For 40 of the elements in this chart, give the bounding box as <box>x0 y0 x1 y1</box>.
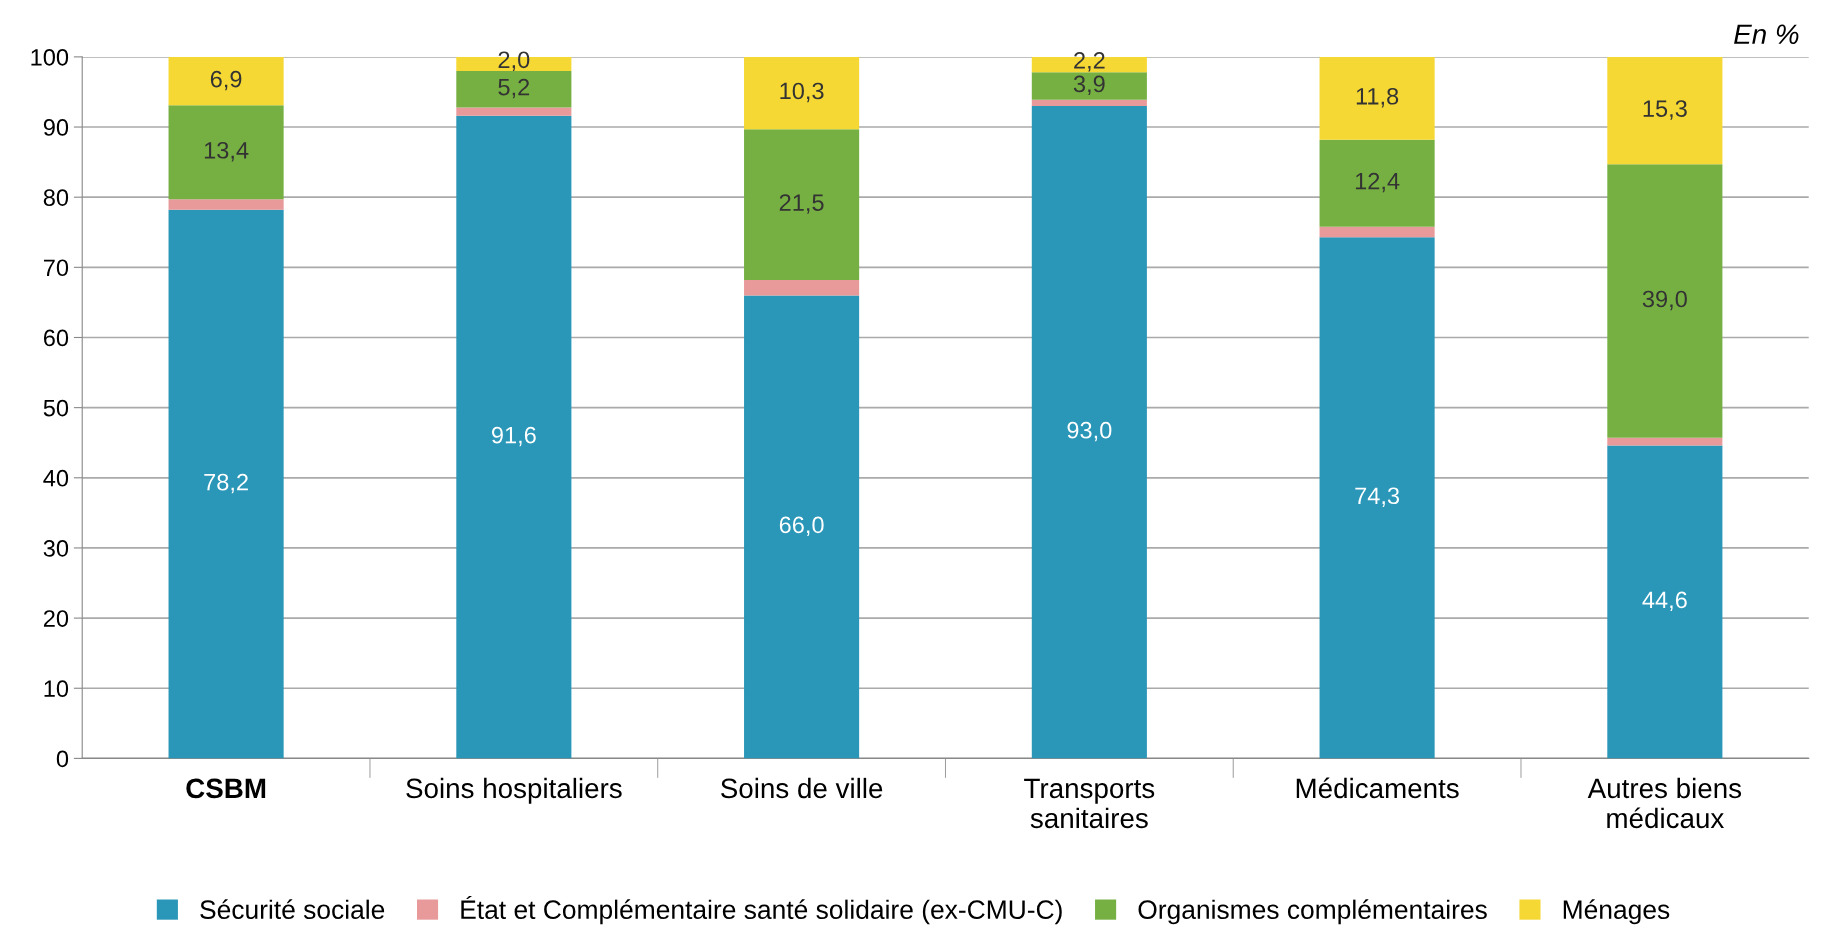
legend-label: Sécurité sociale <box>200 899 385 920</box>
y-tick-label: 80 <box>43 189 69 206</box>
data-label: 5,2 <box>498 78 530 99</box>
data-label: 78,2 <box>204 473 248 494</box>
y-tick-label: 20 <box>43 610 69 627</box>
y-tick-label: 60 <box>43 329 69 347</box>
data-label: 39,0 <box>1642 290 1687 311</box>
data-label: 2,0 <box>498 51 530 71</box>
y-tick-label: 0 <box>56 750 69 768</box>
x-tick-label: Soins de ville <box>721 777 883 799</box>
data-label: 3,9 <box>1073 75 1105 96</box>
y-tick-label: 50 <box>43 399 69 417</box>
data-label: 91,6 <box>491 426 536 447</box>
data-label: 12,4 <box>1355 172 1400 193</box>
data-label: 93,0 <box>1067 421 1112 442</box>
data-label: 13,4 <box>204 141 249 162</box>
x-tick-label: Soins hospitaliers <box>406 777 622 804</box>
y-tick-label: 90 <box>43 119 69 136</box>
legend-label: Organismes complémentaires <box>1138 899 1487 925</box>
x-tick-label: Médicaments <box>1296 777 1459 799</box>
data-label: 44,6 <box>1642 591 1687 612</box>
data-label: 21,5 <box>779 194 824 214</box>
data-label: 66,0 <box>779 516 824 537</box>
y-tick-label: 40 <box>43 469 69 487</box>
text: En % <box>1734 24 1799 44</box>
x-tick-label: CSBM <box>186 778 266 799</box>
y-tick-label: 30 <box>43 540 69 557</box>
y-tick-label: 100 <box>31 48 69 66</box>
legend-label: État et Complémentaire santé solidaire (ex-CMU-C) <box>461 895 1062 925</box>
data-label: 11,8 <box>1356 87 1399 108</box>
data-label: 74,3 <box>1355 487 1400 507</box>
x-tick-label: Autres biens médicaux <box>1587 777 1742 829</box>
y-tick-label: 70 <box>43 259 69 277</box>
y-tick-label: 10 <box>44 680 69 698</box>
legend-label: Ménages <box>1563 899 1670 925</box>
data-label: 10,3 <box>780 82 824 103</box>
data-label: 15,3 <box>1643 100 1687 120</box>
data-label: 2,2 <box>1074 52 1105 72</box>
data-label: 6,9 <box>210 70 242 91</box>
x-tick-label: Transports sanitaires <box>1024 778 1155 829</box>
